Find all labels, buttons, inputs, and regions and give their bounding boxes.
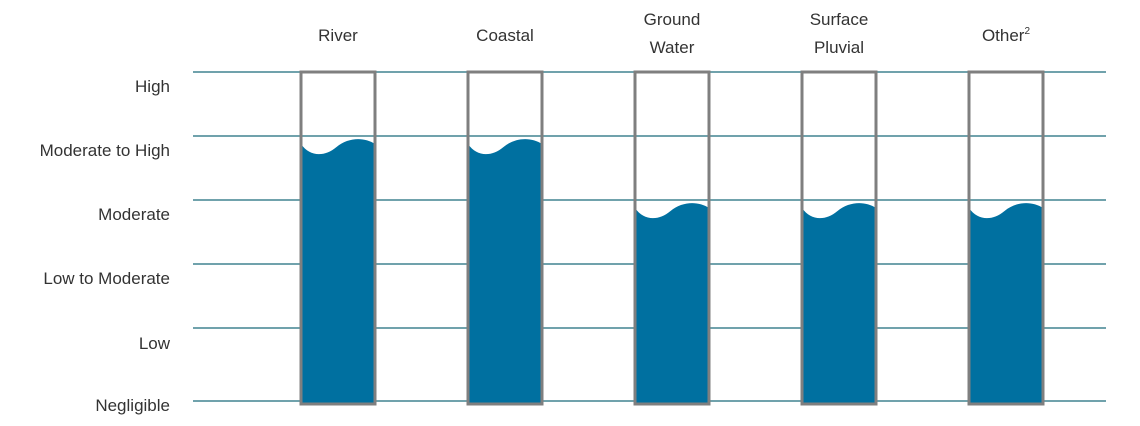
category-label-surface-pluvial: Surface Pluvial [810,10,869,57]
category-labels: River Coastal Ground Water Surface Pluvial Oth… [318,10,1030,57]
tube-ground-water [633,70,711,406]
fill-river [301,139,375,404]
fill-coastal [468,139,542,404]
tube-river [299,70,377,406]
level-label-high: High [135,77,170,96]
tube-outline [299,70,377,406]
category-label-other: Other2 [982,26,1031,45]
tube-outline [633,70,711,406]
level-label-low-to-moderate: Low to Moderate [43,269,170,288]
tube-surface-pluvial [800,70,878,406]
tube-outline [800,70,878,406]
level-label-moderate-to-high: Moderate to High [40,141,170,160]
category-label-coastal: Coastal [476,26,534,45]
tube-other [967,70,1045,406]
level-label-moderate: Moderate [98,205,170,224]
fill-other [969,203,1043,404]
level-labels: Negligible Low Low to Moderate Moderate Mode… [40,77,171,415]
tube-outline [466,70,544,406]
category-label-ground-water: Ground Water [644,10,701,57]
fill-surface-pluvial [802,203,876,404]
level-label-negligible: Negligible [95,396,170,415]
tube-outline [967,70,1045,406]
fill-ground-water [635,203,709,404]
tube-coastal [466,70,544,406]
tubes [299,70,1045,406]
level-label-low: Low [139,334,171,353]
category-label-river: River [318,26,358,45]
